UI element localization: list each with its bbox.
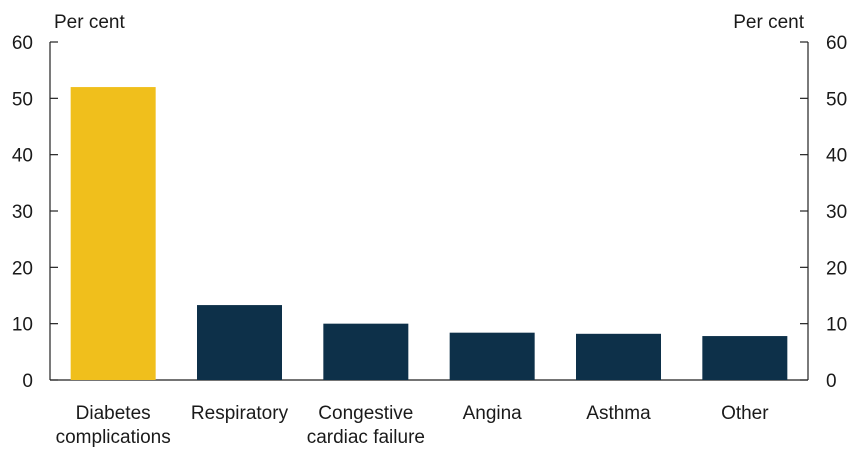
right-tick-label: 40 bbox=[826, 146, 847, 167]
right-tick-label: 20 bbox=[826, 258, 847, 279]
right-tick-label: 10 bbox=[826, 315, 847, 336]
category-label: Diabetes complications bbox=[56, 403, 171, 448]
right-tick-label: 30 bbox=[826, 202, 847, 223]
right-tick-label: 0 bbox=[826, 371, 837, 392]
left-tick-label: 0 bbox=[22, 371, 33, 392]
category-labels: Diabetes complications Respiratory Congesti… bbox=[56, 403, 770, 448]
category-label: Congestive cardiac failure bbox=[307, 403, 425, 448]
category-label-line: cardiac failure bbox=[307, 427, 425, 448]
category-label-line: Congestive bbox=[318, 403, 413, 424]
category-label: Angina bbox=[463, 403, 523, 424]
left-tick-label: 20 bbox=[12, 258, 33, 279]
left-tick-label: 30 bbox=[12, 202, 33, 223]
bar bbox=[197, 305, 282, 380]
category-label-line: Angina bbox=[463, 403, 523, 424]
axis-ticks: 0 0 10 10 20 20 30 30 40 40 50 50 60 60 bbox=[12, 33, 847, 392]
chart-axes bbox=[49, 42, 809, 381]
bar bbox=[70, 87, 156, 381]
bar bbox=[449, 332, 535, 380]
left-tick-label: 60 bbox=[12, 33, 33, 54]
category-label: Asthma bbox=[586, 403, 651, 424]
category-label: Other bbox=[721, 403, 769, 424]
category-label-line: Diabetes bbox=[76, 403, 151, 424]
left-tick-label: 40 bbox=[12, 146, 33, 167]
bar bbox=[576, 333, 661, 380]
left-tick-label: 10 bbox=[12, 315, 33, 336]
category-label-line: Asthma bbox=[586, 403, 651, 424]
category-label: Respiratory bbox=[191, 403, 289, 424]
left-tick-label: 50 bbox=[12, 89, 33, 110]
category-label-line: complications bbox=[56, 427, 171, 448]
category-label-line: Respiratory bbox=[191, 403, 289, 424]
bars bbox=[70, 87, 788, 381]
left-axis-unit-label: Per cent bbox=[54, 12, 125, 33]
right-axis-unit-label: Per cent bbox=[733, 12, 804, 33]
right-tick-label: 50 bbox=[826, 89, 847, 110]
right-tick-label: 60 bbox=[826, 33, 847, 54]
bar bbox=[702, 336, 788, 380]
bar bbox=[323, 323, 409, 380]
category-label-line: Other bbox=[721, 403, 769, 424]
